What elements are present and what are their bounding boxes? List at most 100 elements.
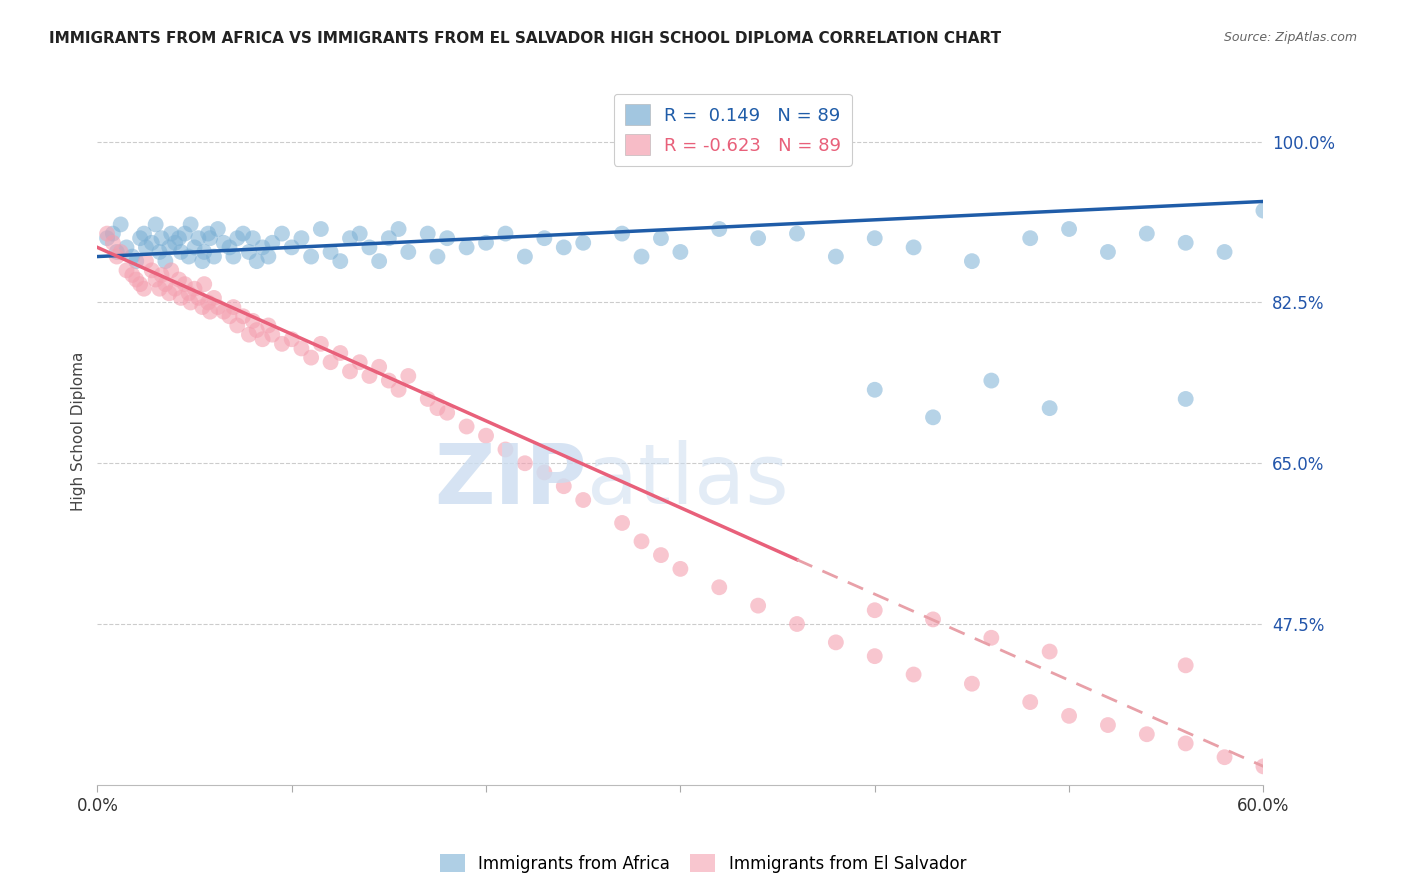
Point xyxy=(513,250,536,264)
Point xyxy=(132,282,155,296)
Point xyxy=(148,282,170,296)
Point xyxy=(1213,244,1236,259)
Point xyxy=(202,250,225,264)
Point xyxy=(129,231,152,245)
Point xyxy=(115,240,138,254)
Point xyxy=(145,272,167,286)
Point xyxy=(475,235,498,250)
Point xyxy=(378,374,401,388)
Point xyxy=(125,272,148,286)
Point xyxy=(242,231,264,245)
Point xyxy=(177,286,200,301)
Point xyxy=(309,336,332,351)
Point xyxy=(319,244,342,259)
Point xyxy=(145,218,167,232)
Point xyxy=(155,254,177,268)
Point xyxy=(922,612,945,626)
Point xyxy=(416,392,439,406)
Point xyxy=(222,300,245,314)
Point xyxy=(232,310,254,324)
Point xyxy=(271,336,294,351)
Point xyxy=(329,254,352,268)
Point xyxy=(1253,203,1275,218)
Point xyxy=(387,383,409,397)
Point xyxy=(226,318,249,333)
Point xyxy=(170,291,193,305)
Point xyxy=(980,374,1002,388)
Point xyxy=(198,304,221,318)
Point xyxy=(132,227,155,241)
Point xyxy=(180,218,202,232)
Point xyxy=(1097,244,1119,259)
Point xyxy=(824,250,846,264)
Point xyxy=(246,323,269,337)
Point xyxy=(1213,750,1236,764)
Point xyxy=(222,250,245,264)
Point xyxy=(257,250,280,264)
Point xyxy=(747,599,769,613)
Point xyxy=(193,277,215,292)
Point xyxy=(650,548,672,562)
Point xyxy=(960,254,983,268)
Point xyxy=(155,277,177,292)
Point xyxy=(299,351,322,365)
Point xyxy=(396,244,419,259)
Point xyxy=(148,244,170,259)
Point xyxy=(1174,658,1197,673)
Point xyxy=(863,383,886,397)
Point xyxy=(349,355,371,369)
Point xyxy=(280,240,302,254)
Point xyxy=(329,346,352,360)
Point xyxy=(863,649,886,664)
Point xyxy=(903,240,925,254)
Point xyxy=(262,327,284,342)
Point xyxy=(980,631,1002,645)
Point xyxy=(426,250,449,264)
Point xyxy=(378,231,401,245)
Point xyxy=(610,227,633,241)
Point xyxy=(165,282,187,296)
Point xyxy=(416,227,439,241)
Point xyxy=(183,240,205,254)
Point xyxy=(572,493,595,508)
Point xyxy=(1174,392,1197,406)
Point xyxy=(1019,231,1042,245)
Legend: Immigrants from Africa, Immigrants from El Salvador: Immigrants from Africa, Immigrants from … xyxy=(433,847,973,880)
Point xyxy=(150,268,173,282)
Point xyxy=(426,401,449,416)
Point xyxy=(115,263,138,277)
Point xyxy=(193,244,215,259)
Point xyxy=(96,227,118,241)
Point xyxy=(299,250,322,264)
Point xyxy=(262,235,284,250)
Text: ZIP: ZIP xyxy=(434,440,588,521)
Point xyxy=(1097,718,1119,732)
Point xyxy=(610,516,633,530)
Point xyxy=(553,479,575,493)
Point xyxy=(170,244,193,259)
Point xyxy=(257,318,280,333)
Point xyxy=(630,534,652,549)
Point xyxy=(238,244,260,259)
Point xyxy=(960,676,983,690)
Point xyxy=(1039,644,1062,658)
Point xyxy=(226,231,249,245)
Point xyxy=(1253,759,1275,773)
Point xyxy=(218,240,240,254)
Point xyxy=(436,406,458,420)
Point xyxy=(197,227,219,241)
Point xyxy=(1136,727,1159,741)
Point xyxy=(252,240,274,254)
Point xyxy=(101,235,124,250)
Point xyxy=(1039,401,1062,416)
Point xyxy=(173,277,195,292)
Point xyxy=(359,369,381,384)
Point xyxy=(669,562,692,576)
Point xyxy=(709,222,731,236)
Point xyxy=(396,369,419,384)
Point xyxy=(824,635,846,649)
Point xyxy=(150,231,173,245)
Point xyxy=(101,227,124,241)
Text: atlas: atlas xyxy=(588,440,789,521)
Point xyxy=(271,227,294,241)
